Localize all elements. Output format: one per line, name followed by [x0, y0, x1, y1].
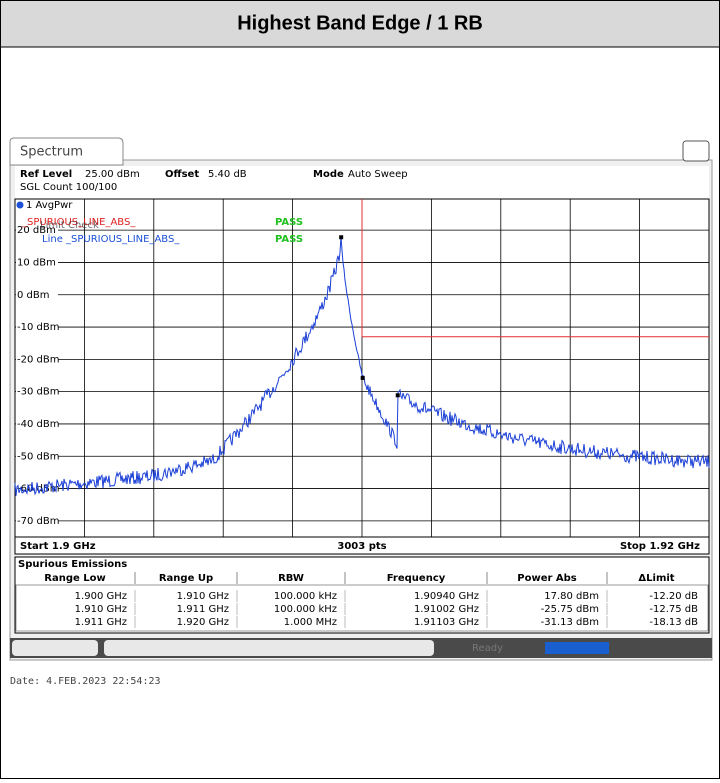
column-header: Power Abs [517, 573, 577, 584]
column-header: Frequency [387, 573, 446, 584]
label-bg [16, 256, 58, 269]
points: 3003 pts [337, 541, 386, 552]
start-freq: Start 1.9 GHz [20, 541, 96, 552]
table-cell: 17.80 dBm [544, 591, 599, 602]
info-area [15, 166, 709, 199]
sweep-count: SGL Count 100/100 [20, 182, 117, 193]
y-tick-label: -50 dBm [17, 451, 59, 462]
limit-check-title: Limit Check [40, 220, 99, 231]
table-cell: 100.000 kHz [274, 604, 337, 615]
y-tick-label: -40 dBm [17, 419, 59, 430]
marker [360, 375, 365, 380]
y-tick-label: -10 dBm [17, 322, 59, 333]
table-cell: 1.91002 GHz [414, 604, 479, 615]
y-tick-label: -70 dBm [17, 516, 59, 527]
ref-level: 25.00 dBm [85, 169, 140, 180]
label-bg [16, 288, 58, 301]
table-cell: 1.911 GHz [75, 617, 127, 628]
label-bg [16, 353, 58, 366]
column-header: Range Low [44, 573, 105, 584]
offset-label: Offset [165, 169, 199, 180]
y-tick-label: -20 dBm [17, 354, 59, 365]
label-bg [16, 321, 58, 334]
date: Date: 4.FEB.2023 22:54:23 [10, 676, 161, 687]
label-bg [16, 450, 58, 463]
column-header: Range Up [159, 573, 213, 584]
y-tick-label: 10 dBm [17, 257, 56, 268]
status-field [104, 640, 434, 656]
spectrum-trace [14, 236, 710, 496]
table-cell: 1.900 GHz [75, 591, 127, 602]
tab-label: Spectrum [20, 145, 83, 160]
marker [339, 235, 344, 240]
offset: 5.40 dB [208, 169, 247, 180]
table-cell: 1.90940 GHz [414, 591, 479, 602]
tab [9, 137, 124, 166]
column-header: ΔLimit [638, 573, 674, 584]
table-cell: 1.910 GHz [177, 591, 229, 602]
y-tick-label: 20 dBm [17, 225, 56, 236]
title: Highest Band Edge / 1 RB [237, 12, 483, 34]
progress-bar [545, 642, 609, 654]
table-cell: 1.911 GHz [177, 604, 229, 615]
table-cell: -18.13 dB [649, 617, 698, 628]
table-cell: -25.75 dBm [541, 604, 599, 615]
label-bg [16, 224, 58, 237]
label-bg [16, 514, 58, 527]
title-row [1, 1, 719, 47]
limit-line-name: _SPURIOUS_LINE_ABS_ [21, 217, 136, 228]
y-tick-label: -30 dBm [17, 387, 59, 398]
x-info-bar [14, 536, 710, 555]
status-text: Ready [472, 643, 503, 654]
label-bg [16, 385, 58, 398]
marker [395, 393, 400, 398]
mode: Auto Sweep [348, 169, 408, 180]
table-cell: 1.91103 GHz [414, 617, 479, 628]
table-header-bg [16, 572, 708, 584]
mode-label: Mode [313, 169, 344, 180]
table-cell: 1.910 GHz [75, 604, 127, 615]
ref-level-label: Ref Level [20, 169, 72, 180]
table-cell: -12.75 dB [649, 604, 698, 615]
limit-line-label: Line _SPURIOUS_LINE_ABS_ [42, 234, 180, 245]
table-title: Spurious Emissions [18, 559, 127, 570]
table-cell: 100.000 kHz [274, 591, 337, 602]
line-result: PASS [275, 234, 303, 245]
table-body [15, 584, 709, 632]
status-field [12, 640, 98, 656]
menu-button[interactable] [682, 140, 710, 162]
label-bg [16, 417, 58, 430]
stop-freq: Stop 1.92 GHz [620, 541, 700, 552]
y-tick-label: 0 dBm [17, 290, 50, 301]
trace-dot [16, 201, 24, 209]
table-cell: -31.13 dBm [541, 617, 599, 628]
table-cell: -12.20 dB [649, 591, 698, 602]
table-cell: 1.920 GHz [177, 617, 229, 628]
table-cell: 1.000 MHz [284, 617, 337, 628]
column-header: RBW [278, 573, 304, 584]
trace-label: 1 AvgPwr [26, 200, 73, 211]
limit-result: PASS [275, 217, 303, 228]
